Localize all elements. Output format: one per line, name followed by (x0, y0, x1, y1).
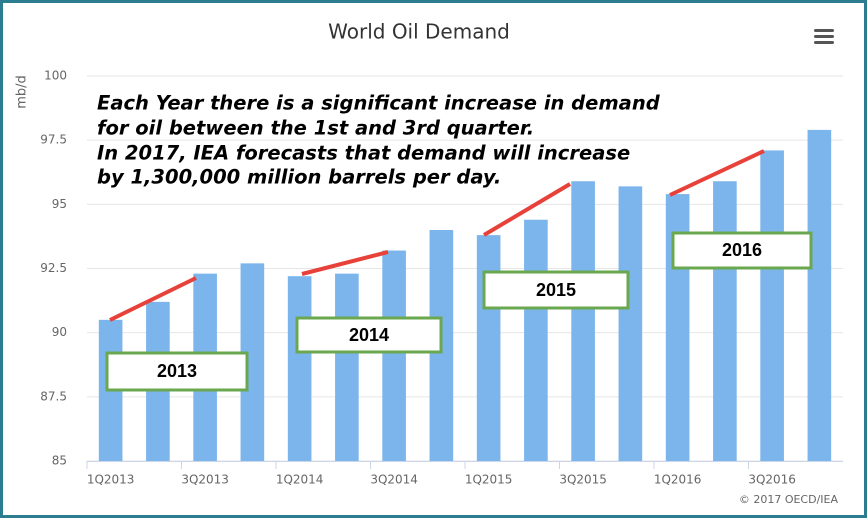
bar (760, 150, 784, 461)
x-tick-label: 1Q2014 (276, 473, 324, 487)
menu-icon[interactable] (814, 29, 834, 44)
annotation-line: by 1,300,000 million barrels per day. (97, 166, 501, 189)
menu-bar[interactable] (814, 29, 834, 32)
year-label: 2013 (157, 361, 197, 381)
annotation-line: for oil between the 1st and 3rd quarter. (97, 117, 534, 140)
bar (476, 235, 501, 461)
bar (571, 181, 595, 461)
bar (335, 273, 359, 461)
x-tick-label: 1Q2016 (654, 473, 702, 487)
year-label: 2014 (349, 325, 389, 345)
bar (713, 181, 737, 461)
y-tick-label: 87.5 (40, 389, 67, 403)
y-tick-label: 97.5 (40, 133, 67, 147)
x-tick-label: 3Q2016 (748, 473, 796, 487)
y-tick-label: 95 (52, 197, 67, 211)
trend-line (669, 149, 765, 197)
bar (287, 276, 312, 461)
chart-title: World Oil Demand (328, 20, 510, 44)
trend-line (109, 276, 197, 322)
bar (240, 263, 265, 461)
year-box (671, 231, 813, 270)
menu-bar[interactable] (814, 41, 834, 44)
y-tick-label: 100 (44, 69, 67, 83)
y-tick-label: 92.5 (40, 261, 67, 275)
year-label: 2015 (536, 280, 576, 300)
x-tick-label: 3Q2013 (181, 473, 229, 487)
year-box (295, 316, 443, 354)
bar (618, 186, 643, 461)
annotations: 2013 2014 2015 2016 Each Year there is a… (97, 92, 813, 392)
year-label: 2016 (722, 240, 762, 260)
menu-bar[interactable] (814, 35, 834, 38)
x-tick-label: 3Q2014 (370, 473, 418, 487)
y-axis-label: mb/d (15, 75, 30, 109)
year-box (482, 270, 630, 310)
y-tick-label: 90 (52, 325, 67, 339)
trend-line (301, 250, 389, 276)
credit: © 2017 OECD/IEA (739, 493, 839, 506)
bar (382, 250, 406, 461)
bar (807, 129, 832, 461)
bar (524, 219, 548, 461)
year-box (105, 351, 249, 392)
x-tick-label: 1Q2015 (465, 473, 513, 487)
annotation-line: In 2017, IEA forecasts that demand will … (97, 142, 630, 165)
x-tick-label: 1Q2013 (87, 473, 135, 487)
x-tick-label: 3Q2015 (559, 473, 607, 487)
y-tick-label: 85 (52, 454, 67, 468)
trend-line (482, 182, 572, 237)
annotation-line: Each Year there is a significant increas… (97, 92, 661, 115)
